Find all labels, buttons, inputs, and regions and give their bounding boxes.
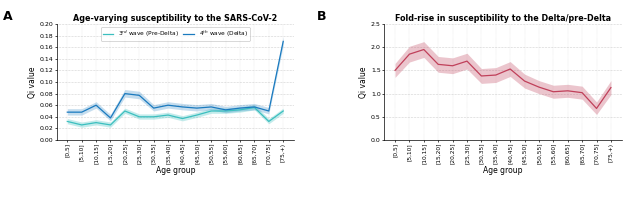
- Y-axis label: Qi value: Qi value: [28, 66, 36, 98]
- Text: A: A: [3, 10, 13, 23]
- Legend: 3$^{rd}$ wave (Pre-Delta), 4$^{th}$ wave (Delta): 3$^{rd}$ wave (Pre-Delta), 4$^{th}$ wave…: [101, 27, 249, 41]
- Title: Age-varying susceptibility to the SARS-CoV-2: Age-varying susceptibility to the SARS-C…: [73, 14, 278, 23]
- Text: B: B: [317, 10, 327, 23]
- Y-axis label: Qi value: Qi value: [359, 66, 368, 98]
- X-axis label: Age group: Age group: [156, 166, 195, 175]
- Title: Fold-rise in susceptibility to the Delta/pre-Delta: Fold-rise in susceptibility to the Delta…: [395, 14, 611, 23]
- X-axis label: Age group: Age group: [483, 166, 522, 175]
